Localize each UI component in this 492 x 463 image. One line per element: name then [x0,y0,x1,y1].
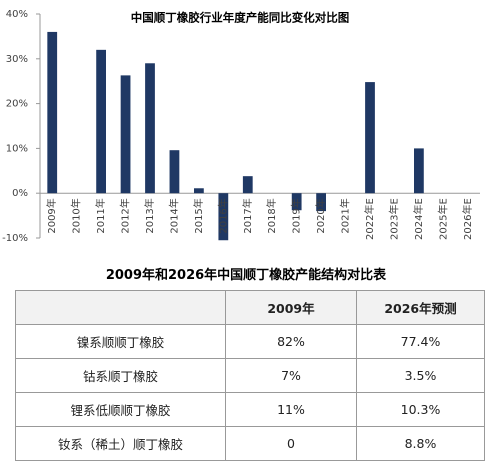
x-tick-label: 2024年E [412,198,425,240]
table-cell: 82% [225,324,357,359]
bar [291,193,302,211]
x-tick-label: 2010年 [70,198,83,233]
table-cell: 7% [225,358,357,393]
table-cell: 锂系低顺顺丁橡胶 [15,392,226,427]
x-tick-label: 2023年E [387,198,400,240]
table: 2009年 2026年预测 镍系顺顺丁橡胶 82% 77.4% 钴系顺丁橡胶 7% 3.5… [15,290,485,461]
table-cell: 10.3% [356,392,485,427]
y-tick-label: 10% [6,143,28,154]
table-cell: 3.5% [356,358,485,393]
bar [316,193,326,212]
x-tick-label: 2018年 [265,198,278,233]
x-tick-label: 2014年 [167,198,180,233]
x-tick-label: 2026年E [461,198,474,240]
y-tick-label: 40% [6,9,28,20]
x-tick-label: 2016年 [216,198,229,233]
table-row: 钕系（稀土）顺丁橡胶 0 8.8% [15,426,485,461]
y-tick-label: 30% [6,54,28,65]
bar [145,63,155,194]
table-cell: 钴系顺丁橡胶 [15,358,226,393]
x-tick-label: 2020年 [314,198,327,233]
x-tick-label: 2011年 [94,198,107,233]
chart-title: 中国顺丁橡胶行业年度产能同比变化对比图 [131,11,350,25]
table-row: 镍系顺顺丁橡胶 82% 77.4% [15,324,485,359]
x-tick-label: 2025年E [436,198,449,240]
bar [218,193,229,241]
x-tick-label: 2022年E [363,198,376,240]
table-cell: 0 [225,426,357,461]
table-cell: 8.8% [356,426,485,461]
table-title: 2009年和2026年中国顺丁橡胶产能结构对比表 [105,268,387,283]
x-tick-label: 2015年 [192,198,205,233]
y-tick-label: 0% [12,188,28,199]
x-tick-label: 2012年 [119,198,132,233]
x-tick-label: 2017年 [241,198,254,233]
table-cell: 77.4% [356,324,485,359]
bar [120,75,131,194]
header-cell: 2026年预测 [356,290,485,325]
table-row: 钴系顺丁橡胶 7% 3.5% [15,358,485,393]
bar [365,82,375,194]
bar [242,176,253,194]
bar [414,148,424,194]
bar [194,188,204,194]
table-cell: 镍系顺顺丁橡胶 [15,324,226,359]
header-cell [15,290,226,325]
bar [96,49,106,194]
table-cell: 11% [225,392,357,427]
x-tick-label: 2013年 [143,198,156,233]
x-tick-label: 2019年 [290,198,303,233]
header-cell: 2009年 [225,290,357,325]
y-tick-label: 20% [6,99,28,110]
table-header: 2009年 2026年预测 [15,290,485,325]
table-row: 锂系低顺顺丁橡胶 11% 10.3% [15,392,485,427]
y-tick-label: -10% [2,233,28,244]
chart: 中国顺丁橡胶行业年度产能同比变化对比图 -10% 0% 10% 20% 30% 40% 20… [2,9,480,244]
bar [47,31,58,194]
bar [169,150,180,194]
table-cell: 钕系（稀土）顺丁橡胶 [15,426,226,461]
x-tick-label: 2021年 [339,198,352,233]
x-tick-label: 2009年 [45,198,58,233]
